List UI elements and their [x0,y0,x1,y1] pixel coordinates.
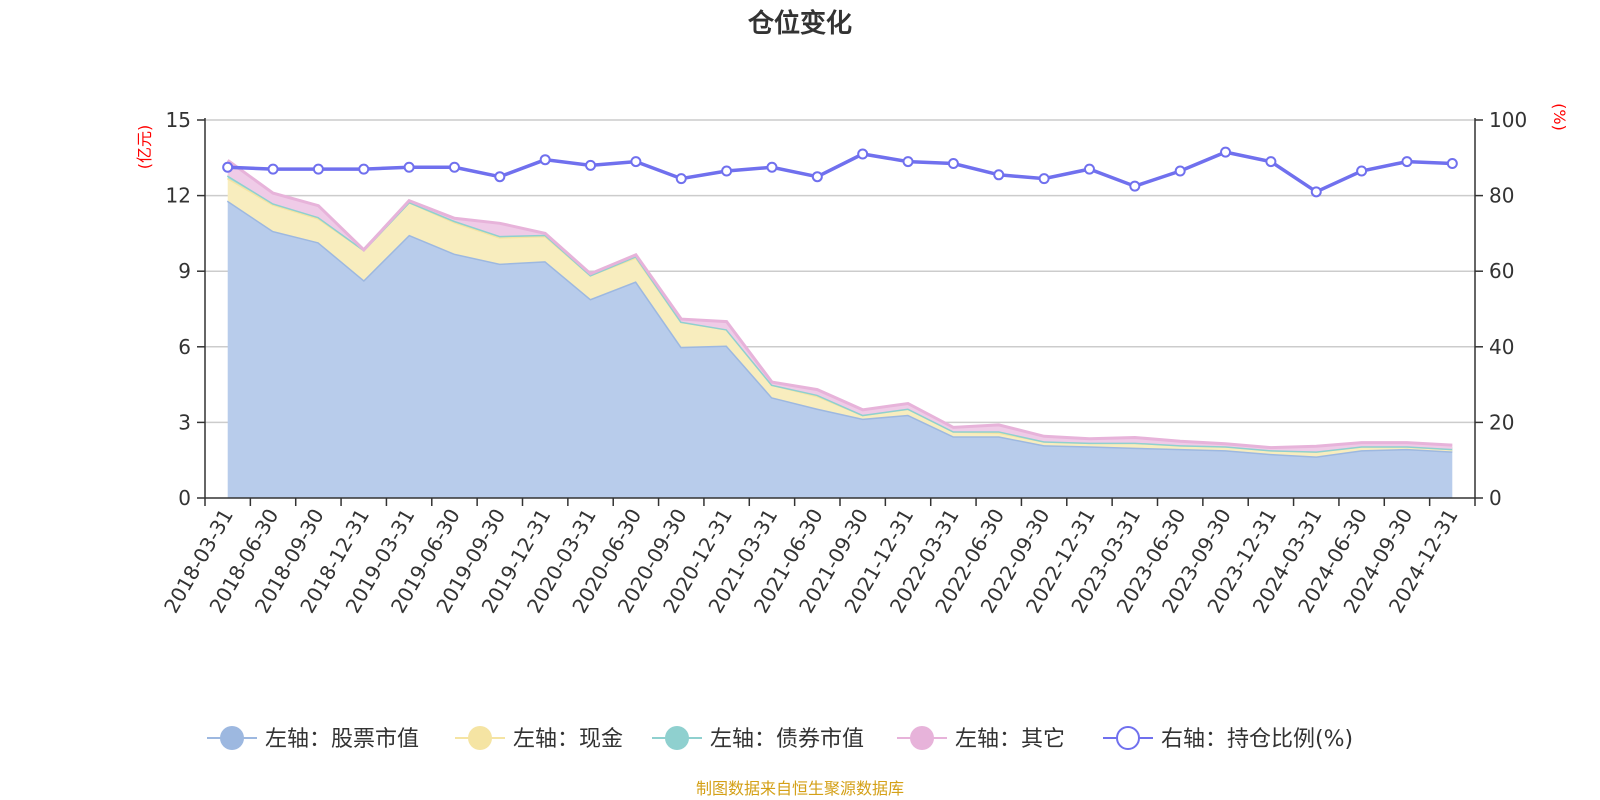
legend-label: 左轴：债券市值 [710,727,864,752]
right-axis-tick-label: 60 [1489,259,1514,283]
position-ratio-point [539,154,551,166]
position-ratio-point [267,163,279,175]
position-ratio-point [1356,165,1368,177]
position-ratio-point [766,161,778,173]
legend-dot-icon [665,726,689,750]
position-ratio-point [1174,165,1186,177]
data-source-note: 制图数据来自恒生聚源数据库 [696,779,904,798]
legend-item-5[interactable]: 右轴：持仓比例(%) [1103,726,1353,752]
position-ratio-point [1083,163,1095,175]
position-ratio-point [312,163,324,175]
position-ratio-point [403,161,415,173]
legend-dot-icon [220,726,244,750]
position-ratio-point [947,157,959,169]
right-axis-tick-label: 20 [1489,410,1514,434]
right-axis-tick-label: 100 [1489,108,1527,132]
legend-label: 左轴：现金 [513,727,623,752]
position-ratio-point [1265,156,1277,168]
left-axis-tick-label: 12 [166,184,191,208]
position-ratio-point [1310,186,1322,198]
position-ratio-point [585,159,597,171]
position-ratio-point [1446,157,1458,169]
position-ratio-line-path [227,150,1453,194]
legend-ring-icon [1116,726,1140,750]
legend[interactable]: 左轴：股票市值 左轴：现金 左轴：债券市值 左轴：其它 右轴：持仓比例(%) [207,726,1353,752]
position-ratio-point [630,156,642,168]
legend-item-1[interactable]: 左轴：股票市值 [207,726,419,752]
left-axis-tick-label: 3 [178,410,191,434]
position-ratio-point [902,156,914,168]
right-axis-tick-label: 80 [1489,184,1514,208]
position-ratio-line [222,146,1458,198]
position-ratio-point [448,161,460,173]
position-ratio-point [1220,146,1232,158]
position-ratio-point [494,171,506,183]
legend-item-2[interactable]: 左轴：现金 [455,726,623,752]
legend-label: 右轴：持仓比例(%) [1161,727,1353,752]
position-ratio-point [222,161,234,173]
legend-label: 左轴：股票市值 [265,727,419,752]
stacked-areas [226,159,1453,498]
area-series-4 [227,160,1453,452]
position-ratio-point [1038,173,1050,185]
area-series-2 [227,178,1453,457]
position-ratio-point [358,163,370,175]
legend-label: 左轴：其它 [955,727,1065,752]
position-ratio-point [811,171,823,183]
area-series-4-edge [226,159,1453,450]
left-axis-tick-label: 15 [166,108,191,132]
chart-title: 仓位变化 [747,8,852,39]
legend-item-3[interactable]: 左轴：债券市值 [652,726,864,752]
position-ratio-point [857,148,869,160]
position-ratio-point [721,165,733,177]
left-axis-tick-label: 0 [178,486,191,510]
right-axis-tick-label: 0 [1489,486,1502,510]
left-axis-tick-label: 9 [178,259,191,283]
legend-dot-icon [910,726,934,750]
position-ratio-point [1129,180,1141,192]
right-axis-tick-label: 40 [1489,335,1514,359]
left-axis-unit: (亿元) [135,125,154,170]
legend-dot-icon [468,726,492,750]
area-series-1 [227,200,1453,498]
position-ratio-point [993,169,1005,181]
right-axis-unit: (%) [1550,103,1569,131]
left-axis-tick-label: 6 [178,335,191,359]
position-ratio-point [1401,156,1413,168]
legend-item-4[interactable]: 左轴：其它 [897,726,1065,752]
position-ratio-point [675,173,687,185]
